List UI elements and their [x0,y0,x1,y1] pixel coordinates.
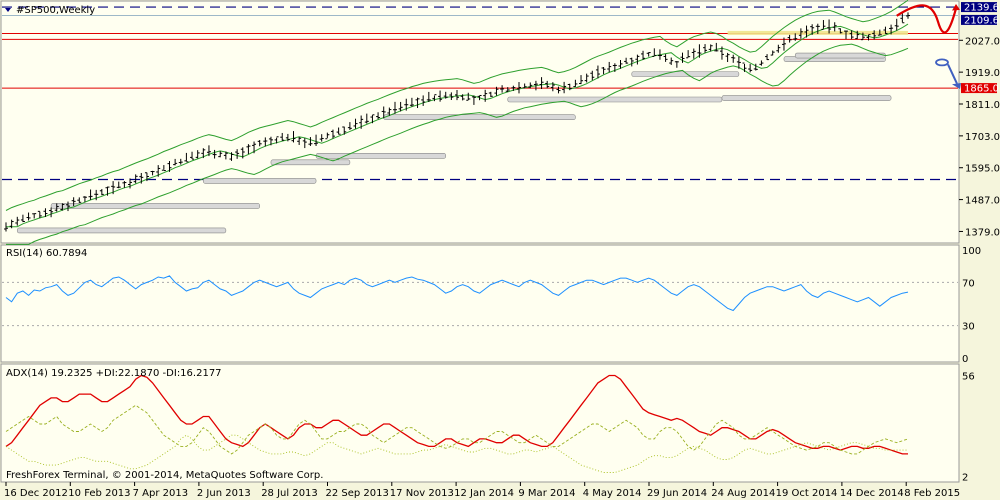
time-axis-label: 9 Mar 2014 [518,488,575,499]
adx-axis-label: 56 [962,371,975,382]
support-zone-bar [721,95,892,101]
price-axis-label: 2027.0 [965,36,1000,47]
time-axis-label: 2 Jun 2013 [197,488,251,499]
support-zone-bar [507,96,723,103]
forecast-down-line [947,64,958,85]
forecast-down-start [935,58,949,67]
adx-panel [0,363,960,483]
price-chart-title: #SP500,Weekly [16,5,95,16]
support-zone-bar [16,227,227,234]
price-axis-label: 1595.0 [965,164,1000,175]
time-axis-label: 17 Nov 2013 [390,488,454,499]
forecast-up-wave [896,4,958,34]
price-axis-label: 1379.0 [965,227,1000,238]
price-label-highlight [961,2,997,13]
adx-layer [5,374,909,473]
price-axis-label: 1487.0 [965,196,1000,207]
time-axis-label: 28 Jul 2013 [261,488,318,499]
support-zone-bar [794,52,886,59]
adx-line [5,374,908,455]
time-axis-label: 24 Aug 2014 [711,488,775,499]
bollinger-lower [6,43,909,245]
price-label-highlight [961,83,997,94]
rsi-axis-label: 30 [962,322,975,333]
time-axis-label: 12 Jan 2014 [454,488,514,499]
time-axis-label: 14 Dec 2014 [840,488,904,499]
price-axis-label: 2139.6 [964,3,999,14]
forecast-down-arrowhead [952,83,961,89]
time-axis-label: 4 May 2014 [583,488,642,499]
footer-copyright: FreshForex Terminal, © 2001-2014, MetaQu… [6,470,323,481]
rsi-label: RSI(14) 60.7894 [6,248,87,259]
time-axis-label: 22 Sep 2013 [326,488,389,499]
price-label-highlight [961,14,997,25]
price-axis-label: 1865.0 [964,84,999,95]
support-zone-bar [383,114,576,120]
price-layer [2,0,961,245]
rsi-axis-label: 70 [962,278,975,289]
price-axis-label: 2109.6 [964,15,999,26]
time-axis-label: 16 Dec 2012 [4,488,68,499]
rsi-axis-label: 0 [962,354,968,365]
support-zone-bar [315,153,447,159]
adx-axis-label: 2 [962,472,968,483]
price-axis-label: 1703.0 [965,132,1000,143]
support-zone-bar [203,178,317,184]
price-axis-label: 1919.0 [965,68,1000,79]
time-axis-label: 7 Apr 2013 [133,488,188,499]
bollinger-upper [5,0,909,211]
rsi-line [5,275,909,312]
time-axis-label: 19 Oct 2014 [776,488,838,499]
adx-label: ADX(14) 19.2325 +DI:22.1870 -DI:16.2177 [6,368,222,379]
rsi-panel [0,244,960,363]
time-axis-label: 8 Feb 2015 [904,488,960,499]
time-axis-label: 10 Feb 2013 [68,488,130,499]
rsi-layer [2,275,958,327]
symbol-menu-icon[interactable] [5,8,11,12]
plus-di-line [5,404,909,455]
rsi-axis-label: 100 [962,246,981,257]
time-axis-label: 29 Jun 2014 [647,488,707,499]
support-zone-bar [270,159,351,166]
forecast-up-arrowhead [952,4,960,11]
price-axis-label: 1811.0 [965,100,1000,111]
support-zone-bar [50,203,260,209]
